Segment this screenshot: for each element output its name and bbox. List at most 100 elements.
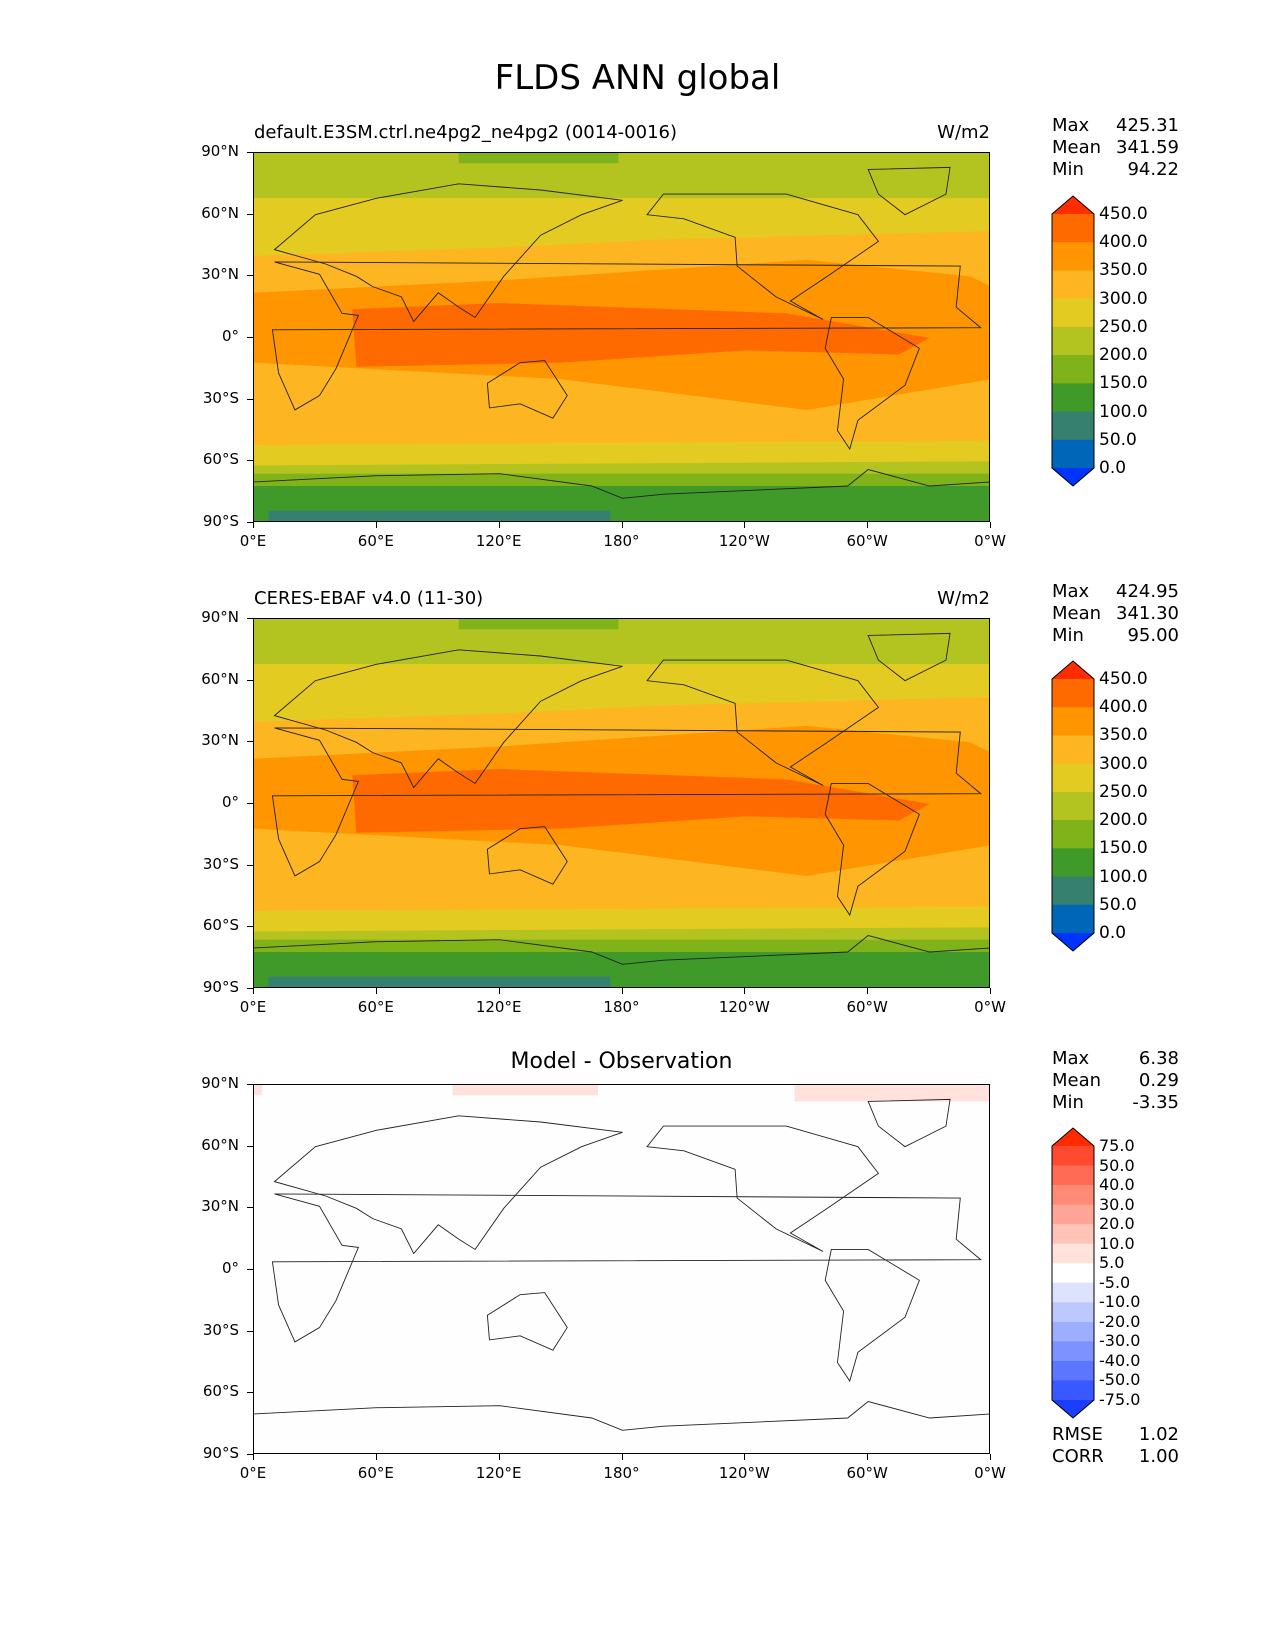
y-tick-mark (247, 337, 253, 338)
y-tick-mark (247, 679, 253, 681)
stat-label: Min (1052, 159, 1084, 180)
y-tick-mark (247, 213, 253, 215)
x-tick-mark (744, 522, 746, 528)
stat-label: Mean (1052, 137, 1102, 158)
y-tick-label: 90°N (201, 142, 239, 160)
colorbar-extend-top (1052, 1128, 1094, 1146)
x-tick-mark (867, 522, 869, 528)
colorbar-swatch (1052, 1282, 1094, 1303)
x-tick-label: 0°W (974, 998, 1006, 1016)
y-tick-mark (247, 741, 253, 743)
stat-value: 341.59 (1116, 137, 1179, 158)
colorbar-label: 350.0 (1099, 725, 1148, 746)
y-tick-mark (247, 926, 253, 928)
colorbar-label: 250.0 (1099, 781, 1148, 802)
y-tick-label: 30°S (202, 1320, 239, 1339)
panel-title: CERES-EBAF v4.0 (11-30) (254, 588, 484, 609)
colorbar-swatch (1052, 270, 1094, 300)
colorbar-label: -75.0 (1099, 1390, 1141, 1409)
y-tick-mark (247, 864, 253, 866)
x-tick-label: 180° (603, 532, 640, 550)
x-tick-mark (744, 1454, 746, 1460)
stat-label: Mean (1052, 1070, 1102, 1091)
colorbar-swatch (1052, 1146, 1094, 1167)
colorbar-label: 50.0 (1099, 894, 1137, 915)
panel-title: default.E3SM.ctrl.ne4pg2_ne4pg2 (0014-00… (254, 122, 677, 143)
colorbar (1051, 195, 1095, 487)
colorbar-extend-bottom (1052, 468, 1094, 486)
colorbar-label: 30.0 (1099, 1194, 1135, 1214)
x-tick-mark (375, 988, 377, 994)
colorbar-swatch (1052, 848, 1094, 878)
colorbar-swatch (1052, 214, 1094, 243)
x-tick-label: 180° (603, 1464, 640, 1482)
colorbar-swatch (1052, 1302, 1094, 1323)
x-tick-label: 60°W (846, 1464, 888, 1482)
colorbar-outline (1051, 195, 1095, 487)
y-tick-label: 30°N (201, 265, 239, 284)
y-tick-mark (247, 803, 253, 804)
map-panel (253, 618, 990, 988)
y-tick-label: 0° (221, 1259, 239, 1277)
x-tick-mark (867, 988, 869, 994)
x-tick-mark (498, 1454, 500, 1460)
colorbar-swatch (1052, 298, 1094, 328)
stat-value: 1.02 (1138, 1424, 1179, 1445)
x-tick-label: 60°E (357, 998, 394, 1016)
colorbar-label: -50.0 (1099, 1370, 1141, 1390)
panel-title: Model - Observation (510, 1049, 733, 1074)
y-tick-label: 60°S (202, 1382, 239, 1401)
colorbar-label: 400.0 (1099, 697, 1148, 718)
units-label: W/m2 (937, 122, 990, 143)
colorbar-swatch (1052, 707, 1094, 736)
x-tick-mark (375, 522, 377, 528)
colorbar-swatch (1052, 1165, 1094, 1186)
colorbar-label: 40.0 (1099, 1175, 1135, 1195)
x-tick-mark (498, 522, 500, 528)
x-tick-label: 60°W (846, 532, 888, 550)
y-tick-mark (247, 988, 253, 989)
colorbar-label: -30.0 (1099, 1331, 1141, 1351)
y-tick-mark (247, 1145, 253, 1147)
colorbar-swatch (1052, 1204, 1094, 1225)
y-tick-mark (247, 460, 253, 462)
figure-title: FLDS ANN global (494, 58, 781, 98)
stat-value: 425.31 (1116, 115, 1179, 136)
stat-value: 6.38 (1138, 1048, 1179, 1069)
x-tick-mark (621, 522, 623, 528)
colorbar-label: 300.0 (1099, 753, 1148, 774)
colorbar-label: 450.0 (1099, 204, 1148, 224)
stat-label: Min (1052, 1092, 1084, 1113)
x-tick-mark (990, 522, 991, 528)
y-tick-label: 60°N (201, 203, 239, 222)
colorbar-extend-bottom (1052, 1400, 1094, 1418)
colorbar-outline (1051, 1127, 1095, 1419)
colorbar-label: 10.0 (1099, 1233, 1135, 1253)
x-tick-label: 60°E (357, 1464, 394, 1482)
x-tick-mark (867, 1454, 869, 1460)
y-tick-mark (247, 275, 253, 277)
x-tick-label: 60°E (357, 532, 394, 550)
colorbar-label: 0.0 (1099, 923, 1127, 943)
colorbar-swatch (1052, 383, 1094, 413)
colorbar-label: 75.0 (1099, 1136, 1135, 1155)
colorbar (1051, 660, 1095, 952)
y-tick-label: 60°N (201, 1135, 239, 1154)
colorbar-swatch (1052, 679, 1094, 708)
colorbar-label: 0.0 (1099, 458, 1127, 478)
stat-value: 424.95 (1116, 581, 1179, 602)
colorbar-swatch (1052, 735, 1094, 765)
colorbar-swatch (1052, 355, 1094, 384)
colorbar-label: 350.0 (1099, 260, 1148, 281)
y-tick-mark (247, 1269, 253, 1270)
colorbar (1051, 1127, 1095, 1419)
colorbar-label: 5.0 (1099, 1253, 1125, 1273)
colorbar-swatch (1052, 326, 1094, 356)
colorbar-swatch (1052, 763, 1094, 793)
x-tick-mark (990, 1454, 991, 1460)
colorbar-swatch (1052, 439, 1094, 469)
colorbar-extend-bottom (1052, 933, 1094, 951)
stat-label: Max (1052, 115, 1090, 136)
x-tick-mark (990, 988, 991, 994)
field-map (254, 153, 989, 521)
